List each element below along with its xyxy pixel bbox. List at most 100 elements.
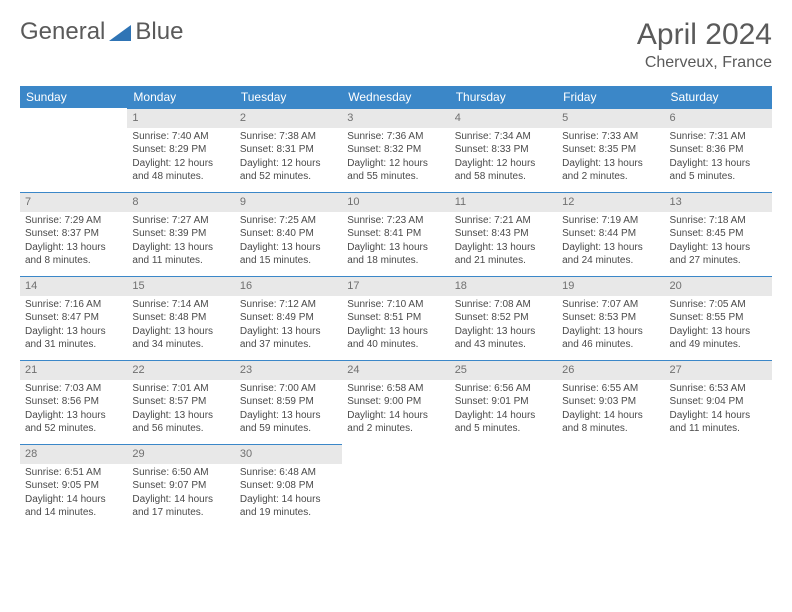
day-body: Sunrise: 7:10 AMSunset: 8:51 PMDaylight:… — [342, 296, 449, 356]
calendar-day: 25Sunrise: 6:56 AMSunset: 9:01 PMDayligh… — [450, 360, 557, 444]
sunrise-text: Sunrise: 7:00 AM — [240, 382, 337, 396]
daylight-text: Daylight: 12 hours and 55 minutes. — [347, 157, 444, 184]
day-body: Sunrise: 7:03 AMSunset: 8:56 PMDaylight:… — [20, 380, 127, 440]
day-number: 10 — [342, 193, 449, 212]
sunrise-text: Sunrise: 7:03 AM — [25, 382, 122, 396]
daylight-text: Daylight: 13 hours and 56 minutes. — [132, 409, 229, 436]
daylight-text: Daylight: 13 hours and 18 minutes. — [347, 241, 444, 268]
day-wrap: 18Sunrise: 7:08 AMSunset: 8:52 PMDayligh… — [450, 276, 557, 360]
day-wrap: 16Sunrise: 7:12 AMSunset: 8:49 PMDayligh… — [235, 276, 342, 360]
day-wrap: 30Sunrise: 6:48 AMSunset: 9:08 PMDayligh… — [235, 444, 342, 528]
day-number: 28 — [20, 445, 127, 464]
sunset-text: Sunset: 8:35 PM — [562, 143, 659, 157]
sunset-text: Sunset: 8:53 PM — [562, 311, 659, 325]
day-wrap: 17Sunrise: 7:10 AMSunset: 8:51 PMDayligh… — [342, 276, 449, 360]
sunset-text: Sunset: 8:39 PM — [132, 227, 229, 241]
day-wrap: 4Sunrise: 7:34 AMSunset: 8:33 PMDaylight… — [450, 108, 557, 192]
day-wrap: 11Sunrise: 7:21 AMSunset: 8:43 PMDayligh… — [450, 192, 557, 276]
daylight-text: Daylight: 14 hours and 19 minutes. — [240, 493, 337, 520]
daylight-text: Daylight: 13 hours and 34 minutes. — [132, 325, 229, 352]
day-number: 2 — [235, 109, 342, 128]
day-body: Sunrise: 7:25 AMSunset: 8:40 PMDaylight:… — [235, 212, 342, 272]
sunrise-text: Sunrise: 6:55 AM — [562, 382, 659, 396]
sunrise-text: Sunrise: 7:27 AM — [132, 214, 229, 228]
daylight-text: Daylight: 12 hours and 58 minutes. — [455, 157, 552, 184]
sunrise-text: Sunrise: 7:10 AM — [347, 298, 444, 312]
day-wrap: 20Sunrise: 7:05 AMSunset: 8:55 PMDayligh… — [665, 276, 772, 360]
sunset-text: Sunset: 8:56 PM — [25, 395, 122, 409]
calendar-row: 28Sunrise: 6:51 AMSunset: 9:05 PMDayligh… — [20, 444, 772, 528]
day-body: Sunrise: 7:34 AMSunset: 8:33 PMDaylight:… — [450, 128, 557, 188]
day-wrap: 22Sunrise: 7:01 AMSunset: 8:57 PMDayligh… — [127, 360, 234, 444]
day-number: 3 — [342, 109, 449, 128]
day-body: Sunrise: 7:36 AMSunset: 8:32 PMDaylight:… — [342, 128, 449, 188]
day-number: 5 — [557, 109, 664, 128]
sunset-text: Sunset: 8:44 PM — [562, 227, 659, 241]
calendar-row: 21Sunrise: 7:03 AMSunset: 8:56 PMDayligh… — [20, 360, 772, 444]
weekday-header: Monday — [127, 86, 234, 108]
day-wrap: 7Sunrise: 7:29 AMSunset: 8:37 PMDaylight… — [20, 192, 127, 276]
day-wrap: 28Sunrise: 6:51 AMSunset: 9:05 PMDayligh… — [20, 444, 127, 528]
sunset-text: Sunset: 8:59 PM — [240, 395, 337, 409]
calendar-day: 9Sunrise: 7:25 AMSunset: 8:40 PMDaylight… — [235, 192, 342, 276]
sunrise-text: Sunrise: 7:19 AM — [562, 214, 659, 228]
day-number: 6 — [665, 109, 772, 128]
calendar-day: 13Sunrise: 7:18 AMSunset: 8:45 PMDayligh… — [665, 192, 772, 276]
weekday-header: Friday — [557, 86, 664, 108]
sunrise-text: Sunrise: 7:16 AM — [25, 298, 122, 312]
sunset-text: Sunset: 9:07 PM — [132, 479, 229, 493]
calendar-blank — [557, 444, 664, 528]
sunset-text: Sunset: 8:33 PM — [455, 143, 552, 157]
sunset-text: Sunset: 8:45 PM — [670, 227, 767, 241]
calendar-row: 14Sunrise: 7:16 AMSunset: 8:47 PMDayligh… — [20, 276, 772, 360]
day-body: Sunrise: 7:08 AMSunset: 8:52 PMDaylight:… — [450, 296, 557, 356]
month-title: April 2024 — [637, 18, 772, 52]
day-wrap: 26Sunrise: 6:55 AMSunset: 9:03 PMDayligh… — [557, 360, 664, 444]
sunset-text: Sunset: 9:03 PM — [562, 395, 659, 409]
day-body: Sunrise: 7:05 AMSunset: 8:55 PMDaylight:… — [665, 296, 772, 356]
day-body: Sunrise: 7:23 AMSunset: 8:41 PMDaylight:… — [342, 212, 449, 272]
sunrise-text: Sunrise: 7:34 AM — [455, 130, 552, 144]
daylight-text: Daylight: 13 hours and 2 minutes. — [562, 157, 659, 184]
day-number: 17 — [342, 277, 449, 296]
day-body: Sunrise: 7:38 AMSunset: 8:31 PMDaylight:… — [235, 128, 342, 188]
sunrise-text: Sunrise: 7:14 AM — [132, 298, 229, 312]
sunset-text: Sunset: 8:49 PM — [240, 311, 337, 325]
calendar-day: 2Sunrise: 7:38 AMSunset: 8:31 PMDaylight… — [235, 108, 342, 192]
day-number: 13 — [665, 193, 772, 212]
day-number: 8 — [127, 193, 234, 212]
daylight-text: Daylight: 13 hours and 24 minutes. — [562, 241, 659, 268]
daylight-text: Daylight: 14 hours and 2 minutes. — [347, 409, 444, 436]
daylight-text: Daylight: 13 hours and 59 minutes. — [240, 409, 337, 436]
weekday-header: Thursday — [450, 86, 557, 108]
day-number: 11 — [450, 193, 557, 212]
day-body: Sunrise: 7:18 AMSunset: 8:45 PMDaylight:… — [665, 212, 772, 272]
logo: General Blue — [20, 18, 183, 46]
sunset-text: Sunset: 8:40 PM — [240, 227, 337, 241]
sunset-text: Sunset: 9:08 PM — [240, 479, 337, 493]
sunrise-text: Sunrise: 7:40 AM — [132, 130, 229, 144]
daylight-text: Daylight: 13 hours and 15 minutes. — [240, 241, 337, 268]
day-number: 18 — [450, 277, 557, 296]
day-body: Sunrise: 6:51 AMSunset: 9:05 PMDaylight:… — [20, 464, 127, 524]
day-number: 1 — [127, 109, 234, 128]
day-body: Sunrise: 7:40 AMSunset: 8:29 PMDaylight:… — [127, 128, 234, 188]
sunset-text: Sunset: 8:51 PM — [347, 311, 444, 325]
day-number: 21 — [20, 361, 127, 380]
calendar-day: 18Sunrise: 7:08 AMSunset: 8:52 PMDayligh… — [450, 276, 557, 360]
daylight-text: Daylight: 12 hours and 52 minutes. — [240, 157, 337, 184]
calendar-day: 4Sunrise: 7:34 AMSunset: 8:33 PMDaylight… — [450, 108, 557, 192]
calendar-day: 7Sunrise: 7:29 AMSunset: 8:37 PMDaylight… — [20, 192, 127, 276]
daylight-text: Daylight: 13 hours and 46 minutes. — [562, 325, 659, 352]
daylight-text: Daylight: 13 hours and 11 minutes. — [132, 241, 229, 268]
day-body: Sunrise: 7:27 AMSunset: 8:39 PMDaylight:… — [127, 212, 234, 272]
weekday-header: Tuesday — [235, 86, 342, 108]
day-wrap: 13Sunrise: 7:18 AMSunset: 8:45 PMDayligh… — [665, 192, 772, 276]
day-body: Sunrise: 6:53 AMSunset: 9:04 PMDaylight:… — [665, 380, 772, 440]
sunrise-text: Sunrise: 7:29 AM — [25, 214, 122, 228]
day-number: 7 — [20, 193, 127, 212]
day-body: Sunrise: 7:31 AMSunset: 8:36 PMDaylight:… — [665, 128, 772, 188]
day-number: 24 — [342, 361, 449, 380]
sunrise-text: Sunrise: 7:05 AM — [670, 298, 767, 312]
sunrise-text: Sunrise: 7:08 AM — [455, 298, 552, 312]
